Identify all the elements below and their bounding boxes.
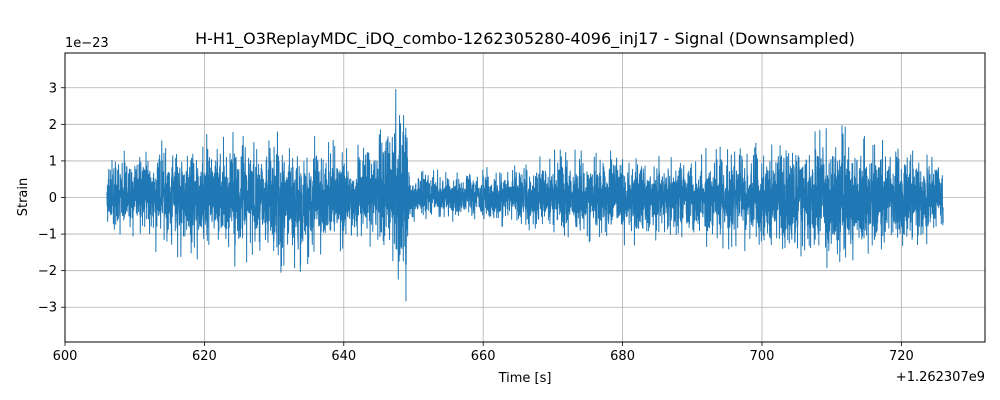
y-axis: −3 −2 −1 0 1 2 3 bbox=[38, 81, 65, 316]
x-tick-label: 600 bbox=[53, 349, 78, 364]
y-tick-label: 3 bbox=[49, 81, 57, 96]
y-axis-label: Strain bbox=[16, 178, 31, 217]
x-axis: 600 620 640 660 680 700 720 bbox=[53, 342, 914, 364]
y-tick-label: −2 bbox=[38, 264, 57, 279]
y-tick-label: 2 bbox=[49, 118, 57, 133]
x-tick-label: 680 bbox=[610, 349, 635, 364]
y-tick-label: −1 bbox=[38, 228, 57, 243]
y-tick-label: 1 bbox=[49, 154, 57, 169]
x-offset-label: +1.262307e9 bbox=[896, 370, 985, 385]
x-tick-label: 700 bbox=[750, 349, 775, 364]
series-strain bbox=[106, 88, 944, 302]
y-tick-label: −3 bbox=[38, 301, 57, 316]
x-tick-label: 660 bbox=[471, 349, 496, 364]
x-axis-label: Time [s] bbox=[498, 371, 552, 386]
x-tick-label: 640 bbox=[331, 349, 356, 364]
chart-title: H-H1_O3ReplayMDC_iDQ_combo-1262305280-40… bbox=[195, 29, 855, 49]
y-scale-label: 1e−23 bbox=[65, 36, 109, 51]
x-tick-label: 720 bbox=[889, 349, 914, 364]
x-tick-label: 620 bbox=[192, 349, 217, 364]
strain-line bbox=[106, 88, 944, 302]
y-tick-label: 0 bbox=[49, 191, 57, 206]
